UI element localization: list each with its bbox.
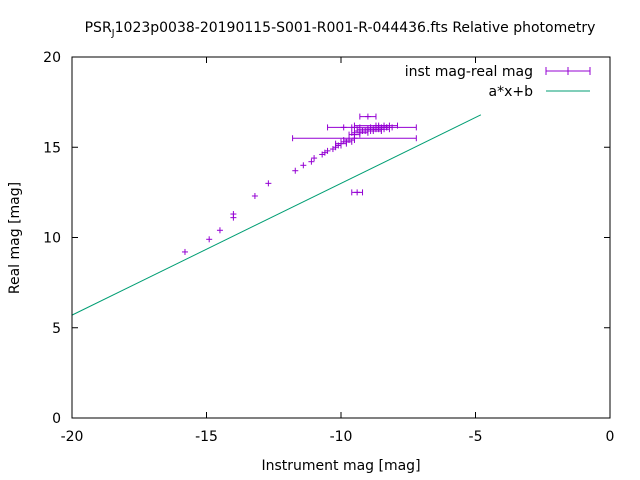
y-tick-label: 15	[43, 140, 61, 156]
axis-tick-labels: -20 -15 -10 -5 0 0 5 10 15 20	[43, 50, 614, 445]
axis-ticks	[71, 56, 611, 419]
data-point	[230, 211, 237, 218]
data-point	[324, 147, 331, 154]
x-tick-label: -5	[469, 429, 483, 445]
x-tick-label: 0	[606, 429, 615, 445]
y-tick-label: 0	[52, 411, 61, 427]
data-point	[351, 189, 364, 196]
data-point	[351, 124, 417, 131]
legend: inst mag-real mag a*x+b	[405, 64, 591, 100]
data-point	[206, 236, 213, 243]
y-axis-label: Real mag [mag]	[7, 182, 23, 294]
plot-frame	[71, 56, 611, 419]
data-point	[311, 155, 318, 162]
data-point	[308, 158, 315, 165]
data-point	[265, 180, 272, 187]
data-point	[300, 162, 307, 169]
data-points-layer	[181, 113, 417, 255]
data-point	[216, 227, 223, 234]
data-point	[327, 124, 361, 131]
y-tick-label: 5	[52, 321, 61, 337]
x-tick-label: -10	[330, 429, 353, 445]
data-point	[292, 167, 299, 174]
legend-label-points: inst mag-real mag	[405, 64, 533, 80]
x-tick-label: -20	[61, 429, 84, 445]
fit-line	[71, 114, 482, 316]
x-tick-label: -15	[195, 429, 218, 445]
fit-layer	[71, 114, 482, 316]
data-point	[359, 113, 377, 120]
chart-title-subscript: J	[111, 28, 115, 39]
x-axis-label: Instrument mag [mag]	[261, 458, 420, 474]
y-tick-label: 10	[43, 231, 61, 247]
legend-label-fit: a*x+b	[489, 84, 534, 100]
data-point	[181, 248, 188, 255]
y-tick-label: 20	[43, 50, 61, 66]
chart-title: PSRJ1023p0038-20190115-S001-R001-R-04443…	[85, 20, 596, 39]
data-point	[251, 192, 258, 199]
